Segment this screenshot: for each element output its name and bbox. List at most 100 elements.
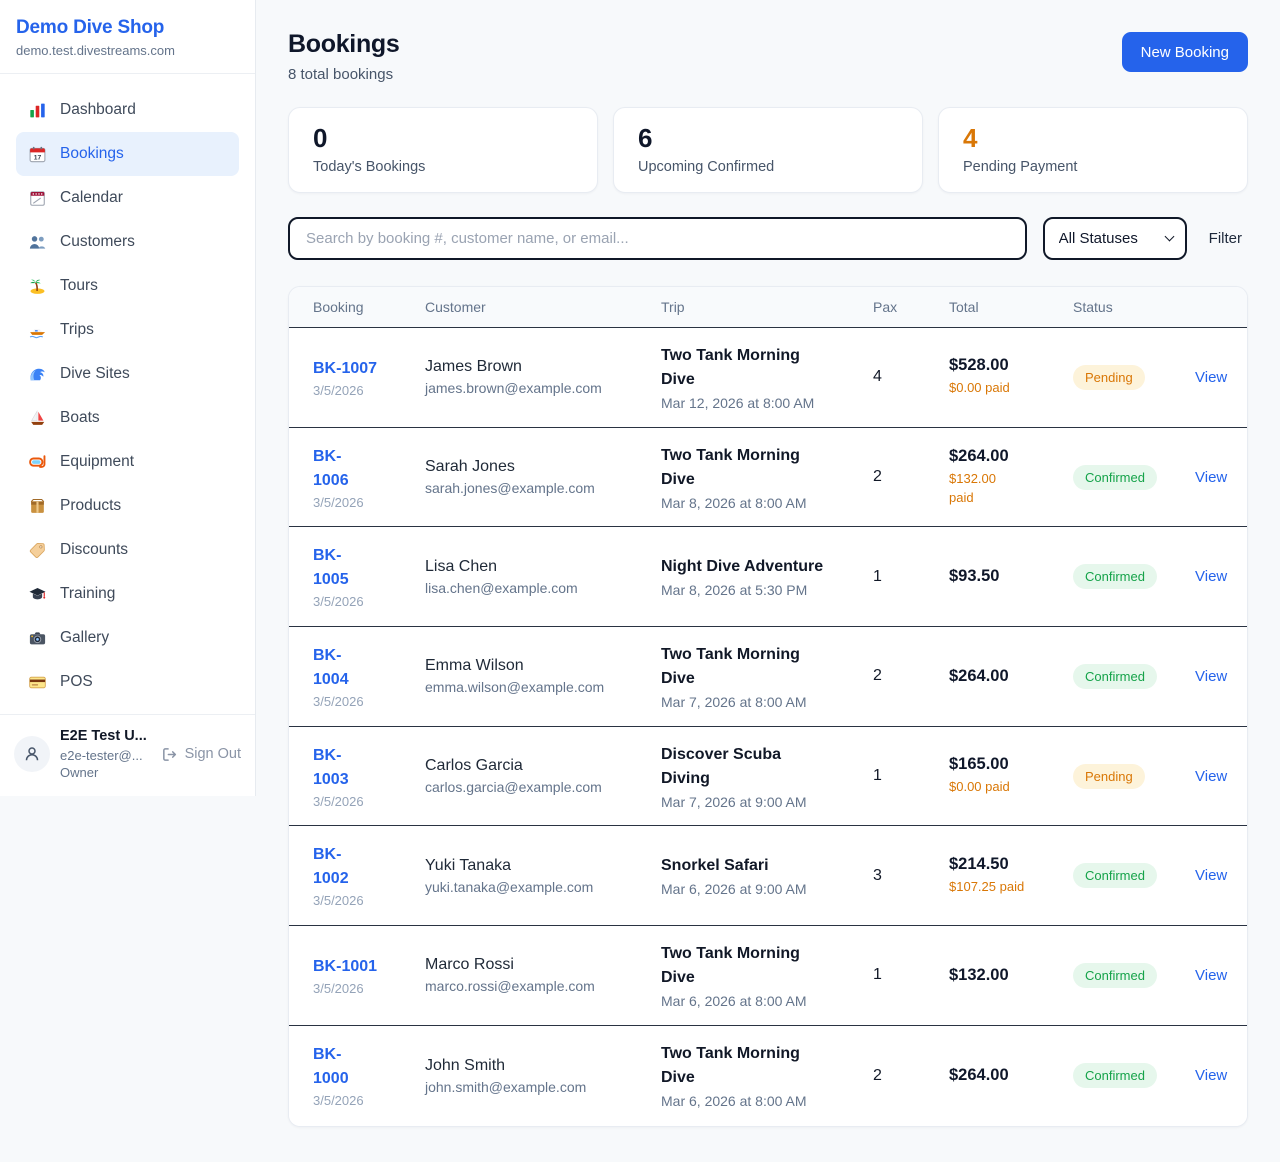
total-amount: $214.50 (949, 854, 1009, 873)
pax-value: 2 (873, 1066, 882, 1084)
booking-id-link[interactable]: BK- 1000 (313, 1046, 349, 1088)
booking-id-link[interactable]: BK- 1004 (313, 646, 349, 688)
user-email: e2e-tester@... (60, 747, 143, 763)
customer-email: emma.wilson@example.com (425, 679, 605, 696)
view-link[interactable]: View (1195, 368, 1228, 386)
view-link[interactable]: View (1195, 468, 1228, 486)
status-badge: Confirmed (1073, 464, 1157, 490)
status-cell: Confirmed (1073, 663, 1195, 689)
booking-date: 3/5/2026 (313, 1093, 364, 1109)
sidebar-item-calendar[interactable]: Calendar (16, 176, 239, 220)
paid-amount: $0.00 paid (949, 779, 1010, 795)
sign-out-icon (161, 746, 178, 763)
booking-id-link[interactable]: BK- 1003 (313, 746, 349, 788)
sidebar-item-products[interactable]: Products (16, 484, 239, 528)
trip-cell: Discover Scuba Diving Mar 7, 2026 at 9:00… (661, 743, 873, 810)
sidebar-item-trips[interactable]: Trips (16, 308, 239, 352)
bookings-table: Booking Customer Trip Pax Total Status BK-100… (288, 286, 1248, 1127)
sidebar-item-dive-sites[interactable]: Dive Sites (16, 352, 239, 396)
stat-label: Pending Payment (963, 159, 1078, 175)
status-badge: Confirmed (1073, 663, 1157, 689)
status-badge: Pending (1073, 763, 1145, 789)
table-row: BK- 1000 3/5/2026 John Smith john.smith@exa… (289, 1025, 1247, 1126)
view-link[interactable]: View (1195, 867, 1228, 885)
sidebar-item-boats[interactable]: Boats (16, 396, 239, 440)
trip-name: Two Tank Morning Dive (661, 346, 800, 388)
trip-cell: Two Tank Morning Dive Mar 7, 2026 at 8:00… (661, 643, 873, 710)
view-link[interactable]: View (1195, 767, 1228, 785)
booking-id-link[interactable]: BK- 1005 (313, 547, 349, 589)
customers-icon (28, 233, 47, 252)
status-badge: Confirmed (1073, 1063, 1157, 1089)
sidebar-item-dashboard[interactable]: Dashboard (16, 88, 239, 132)
user-name: E2E Test U... (60, 728, 147, 744)
view-link[interactable]: View (1195, 667, 1228, 685)
booking-id-link[interactable]: BK-1007 (313, 359, 378, 377)
filter-button[interactable]: Filter (1208, 230, 1242, 247)
customer-name: Sarah Jones (425, 458, 515, 476)
trip-datetime: Mar 8, 2026 at 5:30 PM (661, 582, 808, 599)
trip-datetime: Mar 7, 2026 at 8:00 AM (661, 693, 807, 710)
sidebar-item-training[interactable]: Training (16, 572, 239, 616)
bookings-icon: 17 (28, 145, 47, 164)
pax-value: 2 (873, 468, 882, 486)
sidebar-item-tours[interactable]: Tours (16, 264, 239, 308)
status-cell: Confirmed (1073, 863, 1195, 889)
total-amount: $165.00 (949, 755, 1009, 774)
view-link[interactable]: View (1195, 1067, 1228, 1085)
stat-card: 6 Upcoming Confirmed (613, 107, 923, 193)
trip-name: Night Dive Adventure (661, 558, 824, 576)
sidebar-item-gallery[interactable]: Gallery (16, 616, 239, 660)
view-link[interactable]: View (1195, 966, 1228, 984)
customer-name: James Brown (425, 358, 522, 376)
user-info: E2E Test U... e2e-tester@... Owner (60, 727, 151, 782)
status-cell: Pending (1073, 763, 1195, 789)
booking-date: 3/5/2026 (313, 594, 364, 610)
new-booking-button[interactable]: New Booking (1121, 32, 1248, 72)
view-link[interactable]: View (1195, 568, 1228, 586)
paid-amount: $0.00 paid (949, 380, 1010, 396)
customer-email: yuki.tanaka@example.com (425, 878, 594, 895)
booking-id-link[interactable]: BK-1001 (313, 957, 378, 975)
sidebar-item-label: Dashboard (60, 101, 136, 118)
trip-datetime: Mar 7, 2026 at 9:00 AM (661, 793, 807, 810)
page-subtitle: 8 total bookings (288, 66, 394, 83)
customer-cell: Sarah Jones sarah.jones@example.com (425, 458, 661, 496)
booking-date: 3/5/2026 (313, 793, 364, 809)
booking-id-link[interactable]: BK- 1006 (313, 447, 349, 489)
boats-icon (28, 409, 47, 428)
customer-cell: Lisa Chen lisa.chen@example.com (425, 558, 661, 596)
sign-out-button[interactable]: Sign Out (161, 746, 241, 763)
calendar-icon (28, 189, 47, 208)
sidebar-item-label: Dive Sites (60, 365, 130, 382)
customer-cell: Yuki Tanaka yuki.tanaka@example.com (425, 857, 661, 895)
sidebar-item-discounts[interactable]: Discounts (16, 528, 239, 572)
sidebar-item-customers[interactable]: Customers (16, 220, 239, 264)
status-badge: Confirmed (1073, 863, 1157, 889)
stat-label: Upcoming Confirmed (638, 159, 775, 175)
trip-datetime: Mar 6, 2026 at 9:00 AM (661, 881, 807, 898)
sidebar-item-label: Products (60, 497, 122, 514)
trip-cell: Two Tank Morning Dive Mar 6, 2026 at 8:00… (661, 942, 873, 1009)
customer-name: Emma Wilson (425, 657, 524, 675)
trip-cell: Two Tank Morning Dive Mar 8, 2026 at 8:00… (661, 444, 873, 511)
booking-cell: BK- 1000 3/5/2026 (313, 1043, 425, 1108)
sidebar-item-equipment[interactable]: Equipment (16, 440, 239, 484)
booking-cell: BK- 1004 3/5/2026 (313, 644, 425, 709)
table-row: BK-1001 3/5/2026 Marco Rossi marco.rossi@ex… (289, 926, 1247, 1026)
booking-id-link[interactable]: BK- 1002 (313, 846, 349, 888)
status-select[interactable]: All Statuses (1042, 217, 1187, 260)
status-cell: Confirmed (1073, 962, 1195, 988)
booking-cell: BK-1001 3/5/2026 (313, 955, 425, 996)
sidebar-item-bookings[interactable]: 17 Bookings (16, 132, 239, 176)
search-input[interactable] (288, 217, 1027, 260)
table-row: BK- 1004 3/5/2026 Emma Wilson emma.wilson@e… (289, 627, 1247, 727)
page-header: Bookings 8 total bookings New Booking (288, 30, 1248, 83)
trip-name: Two Tank Morning Dive (661, 446, 800, 488)
sidebar-item-pos[interactable]: POS (16, 660, 239, 704)
customer-name: Lisa Chen (425, 557, 498, 575)
booking-cell: BK- 1002 3/5/2026 (313, 843, 425, 908)
gallery-icon (28, 629, 47, 648)
total-cell: $264.00 (949, 667, 1073, 686)
customer-email: sarah.jones@example.com (425, 480, 595, 497)
